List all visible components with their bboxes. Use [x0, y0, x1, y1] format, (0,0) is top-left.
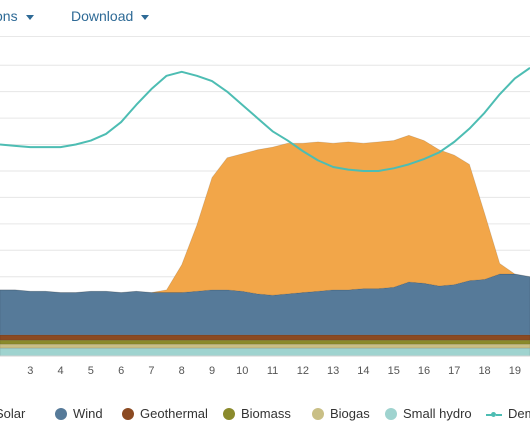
x-tick-label: 8: [179, 365, 185, 377]
generation-chart: 3 4 5 6 7 8 9 10 11 12 13 14 15 16 17 18 19: [0, 64, 530, 377]
x-tick-label: 16: [418, 365, 430, 377]
toolbar-divider: [0, 36, 530, 37]
legend-item-biogas[interactable]: Biogas: [312, 406, 370, 421]
legend-label: Biomass: [241, 406, 291, 421]
x-tick-label: 17: [448, 365, 460, 377]
legend-item-biomass[interactable]: Biomass: [223, 406, 291, 421]
legend-swatch: [122, 408, 134, 420]
legend-swatch: [55, 408, 67, 420]
x-tick-label: 15: [388, 365, 400, 377]
x-tick-label: 19: [509, 365, 521, 377]
chart-legend: Solar Wind Geothermal Biomass Biogas Small hy…: [0, 402, 530, 426]
legend-label: Wind: [73, 406, 103, 421]
caret-down-icon: [141, 14, 150, 20]
x-tick-label: 5: [88, 365, 94, 377]
x-tick-label: 11: [267, 365, 278, 377]
x-tick-label: 6: [118, 365, 124, 377]
x-tick-label: 12: [297, 365, 309, 377]
legend-item-dem[interactable]: Dem: [486, 406, 530, 421]
area-biomass: [0, 339, 530, 345]
x-tick-label: 4: [58, 365, 64, 377]
x-tick-label: 10: [236, 365, 248, 377]
legend-item-geothermal[interactable]: Geothermal: [122, 406, 208, 421]
legend-label: Solar: [0, 406, 26, 421]
legend-label: Small hydro: [403, 406, 472, 421]
x-tick-label: 9: [209, 365, 215, 377]
area-geothermal: [0, 334, 530, 341]
options-menu-label: tions: [0, 8, 18, 24]
legend-item-wind[interactable]: Wind: [55, 406, 103, 421]
area-biogas: [0, 343, 530, 349]
line-demand: [0, 67, 530, 172]
x-tick-label: 13: [327, 365, 339, 377]
caret-down-icon: [25, 14, 34, 20]
legend-line-marker: [486, 411, 502, 417]
x-tick-label: 18: [478, 365, 490, 377]
legend-item-small-hydro[interactable]: Small hydro: [385, 406, 472, 421]
chart-toolbar: tions Download: [0, 0, 530, 36]
download-menu-label: Download: [71, 8, 134, 24]
options-menu-button[interactable]: tions: [0, 8, 34, 24]
area-wind: [0, 273, 530, 336]
legend-swatch: [312, 408, 324, 420]
legend-label: Geothermal: [140, 406, 208, 421]
x-tick-label: 3: [27, 365, 33, 377]
legend-label: Dem: [508, 406, 530, 421]
area-small-hydro: [0, 347, 530, 357]
area-solar: [0, 134, 530, 296]
download-menu-button[interactable]: Download: [71, 8, 150, 24]
legend-item-solar[interactable]: Solar: [0, 406, 25, 421]
x-tick-label: 14: [357, 365, 369, 377]
x-tick-label: 7: [148, 365, 154, 377]
legend-label: Biogas: [330, 406, 370, 421]
legend-swatch: [223, 408, 235, 420]
legend-swatch: [385, 408, 397, 420]
